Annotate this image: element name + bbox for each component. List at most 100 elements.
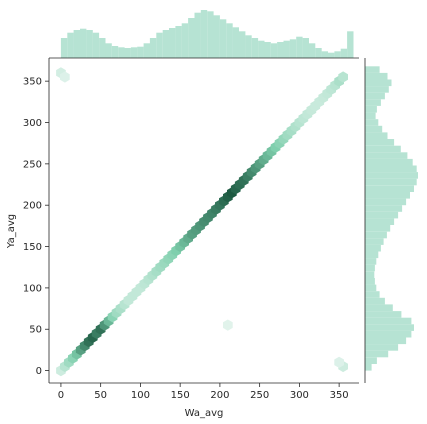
x-tick-label: 350 <box>330 390 349 401</box>
x-tick-label: 0 <box>58 390 64 401</box>
y-tick-label: 0 <box>36 366 42 377</box>
marginal-y-bar <box>365 278 375 285</box>
marginal-y-bar <box>365 225 391 232</box>
marginal-x-bar <box>226 23 233 58</box>
marginal-x-bar <box>162 30 170 58</box>
top-marginal-histogram <box>60 10 354 59</box>
marginal-x-bar <box>60 38 68 58</box>
marginal-x-bar <box>334 51 341 58</box>
marginal-y-bar <box>365 231 387 239</box>
marginal-y-bar <box>365 92 385 100</box>
marginal-x-bar <box>92 32 100 58</box>
marginal-y-bar <box>365 297 385 305</box>
marginal-y-bar <box>365 72 388 80</box>
x-tick-label: 300 <box>290 390 309 401</box>
marginal-x-bar <box>181 23 189 58</box>
hexbin-cell <box>334 356 344 368</box>
marginal-y-bar <box>365 211 399 219</box>
marginal-y-bar <box>365 244 381 252</box>
marginal-x-bar <box>194 12 201 58</box>
x-tick-label: 150 <box>171 390 190 401</box>
marginal-y-bar <box>365 132 388 139</box>
y-tick-label: 100 <box>23 283 42 294</box>
marginal-x-bar <box>124 48 131 58</box>
hexbin-cell <box>60 71 70 83</box>
x-axis-title: Wa_avg <box>185 408 224 419</box>
marginal-y-bar <box>365 145 401 153</box>
marginal-x-bar <box>302 38 309 58</box>
marginal-x-bar <box>239 31 246 58</box>
marginal-x-bar <box>80 28 87 58</box>
axes: 0 50 100 150 200 250 300 350 0 50 100 150 200 250 300 3… <box>23 57 366 401</box>
marginal-x-bar <box>270 43 278 58</box>
marginal-y-bar <box>365 291 380 298</box>
marginal-y-bar <box>365 330 412 338</box>
marginal-x-bar <box>251 38 259 58</box>
marginal-x-bar <box>321 51 328 58</box>
marginal-y-bar <box>365 304 393 311</box>
marginal-y-bar <box>365 344 399 351</box>
x-tick-label: 50 <box>94 390 107 401</box>
marginal-x-bar <box>67 32 74 58</box>
marginal-y-bar <box>365 79 392 87</box>
y-axis-title: Ya_avg <box>6 214 17 249</box>
marginal-x-bar <box>169 28 176 58</box>
marginal-x-bar <box>118 47 125 58</box>
marginal-x-bar <box>73 30 80 58</box>
marginal-x-bar <box>315 48 322 58</box>
marginal-x-bar <box>111 46 119 58</box>
y-tick-label: 150 <box>23 242 42 253</box>
marginal-y-bar <box>365 139 395 146</box>
marginal-x-bar <box>105 43 112 58</box>
marginal-y-bar <box>365 284 377 292</box>
hexbin-cell <box>338 71 348 83</box>
marginal-y-bar <box>365 205 403 212</box>
marginal-y-bar <box>365 125 383 133</box>
marginal-x-bar <box>207 11 214 59</box>
marginal-y-bar <box>365 251 379 259</box>
marginal-x-bar <box>188 18 195 58</box>
hexbin-plot-area <box>56 67 348 377</box>
marginal-x-bar <box>296 36 303 58</box>
marginal-y-bar <box>365 271 375 278</box>
marginal-y-bar <box>365 238 384 245</box>
marginal-y-bar <box>365 158 413 166</box>
x-tick-label: 250 <box>250 390 269 401</box>
marginal-y-bar <box>365 324 414 331</box>
marginal-x-bar <box>347 31 354 58</box>
marginal-y-bar <box>365 350 389 358</box>
marginal-y-bar <box>365 165 417 173</box>
marginal-y-bar <box>365 178 417 186</box>
marginal-y-bar <box>365 119 379 126</box>
marginal-y-bar <box>365 106 377 113</box>
marginal-x-bar <box>232 27 239 58</box>
x-tick-label: 100 <box>131 390 150 401</box>
marginal-y-bar <box>365 364 372 371</box>
y-tick-label: 300 <box>23 118 42 129</box>
x-tick-label: 200 <box>210 390 229 401</box>
marginal-x-bar <box>219 19 227 58</box>
marginal-x-bar <box>289 39 297 58</box>
marginal-x-bar <box>258 40 265 58</box>
y-tick-label: 200 <box>23 201 42 212</box>
marginal-x-bar <box>340 48 348 58</box>
marginal-x-bar <box>137 46 144 58</box>
marginal-x-bar <box>277 42 284 58</box>
marginal-y-bar <box>365 337 407 345</box>
marginal-x-bar <box>156 32 163 58</box>
marginal-x-bar <box>86 30 93 58</box>
marginal-x-bar <box>328 52 335 58</box>
marginal-x-bar <box>149 38 157 58</box>
marginal-x-bar <box>175 26 182 58</box>
marginal-y-bar <box>365 66 380 73</box>
y-tick-label: 250 <box>23 159 42 170</box>
marginal-x-bar <box>130 47 138 58</box>
marginal-y-bar <box>365 311 402 318</box>
marginal-x-bar <box>99 38 106 58</box>
marginal-y-bar <box>365 258 377 265</box>
hexbin-cell <box>223 319 233 331</box>
marginal-x-bar <box>283 40 290 58</box>
marginal-y-bar <box>365 112 376 120</box>
marginal-x-bar <box>308 43 316 58</box>
